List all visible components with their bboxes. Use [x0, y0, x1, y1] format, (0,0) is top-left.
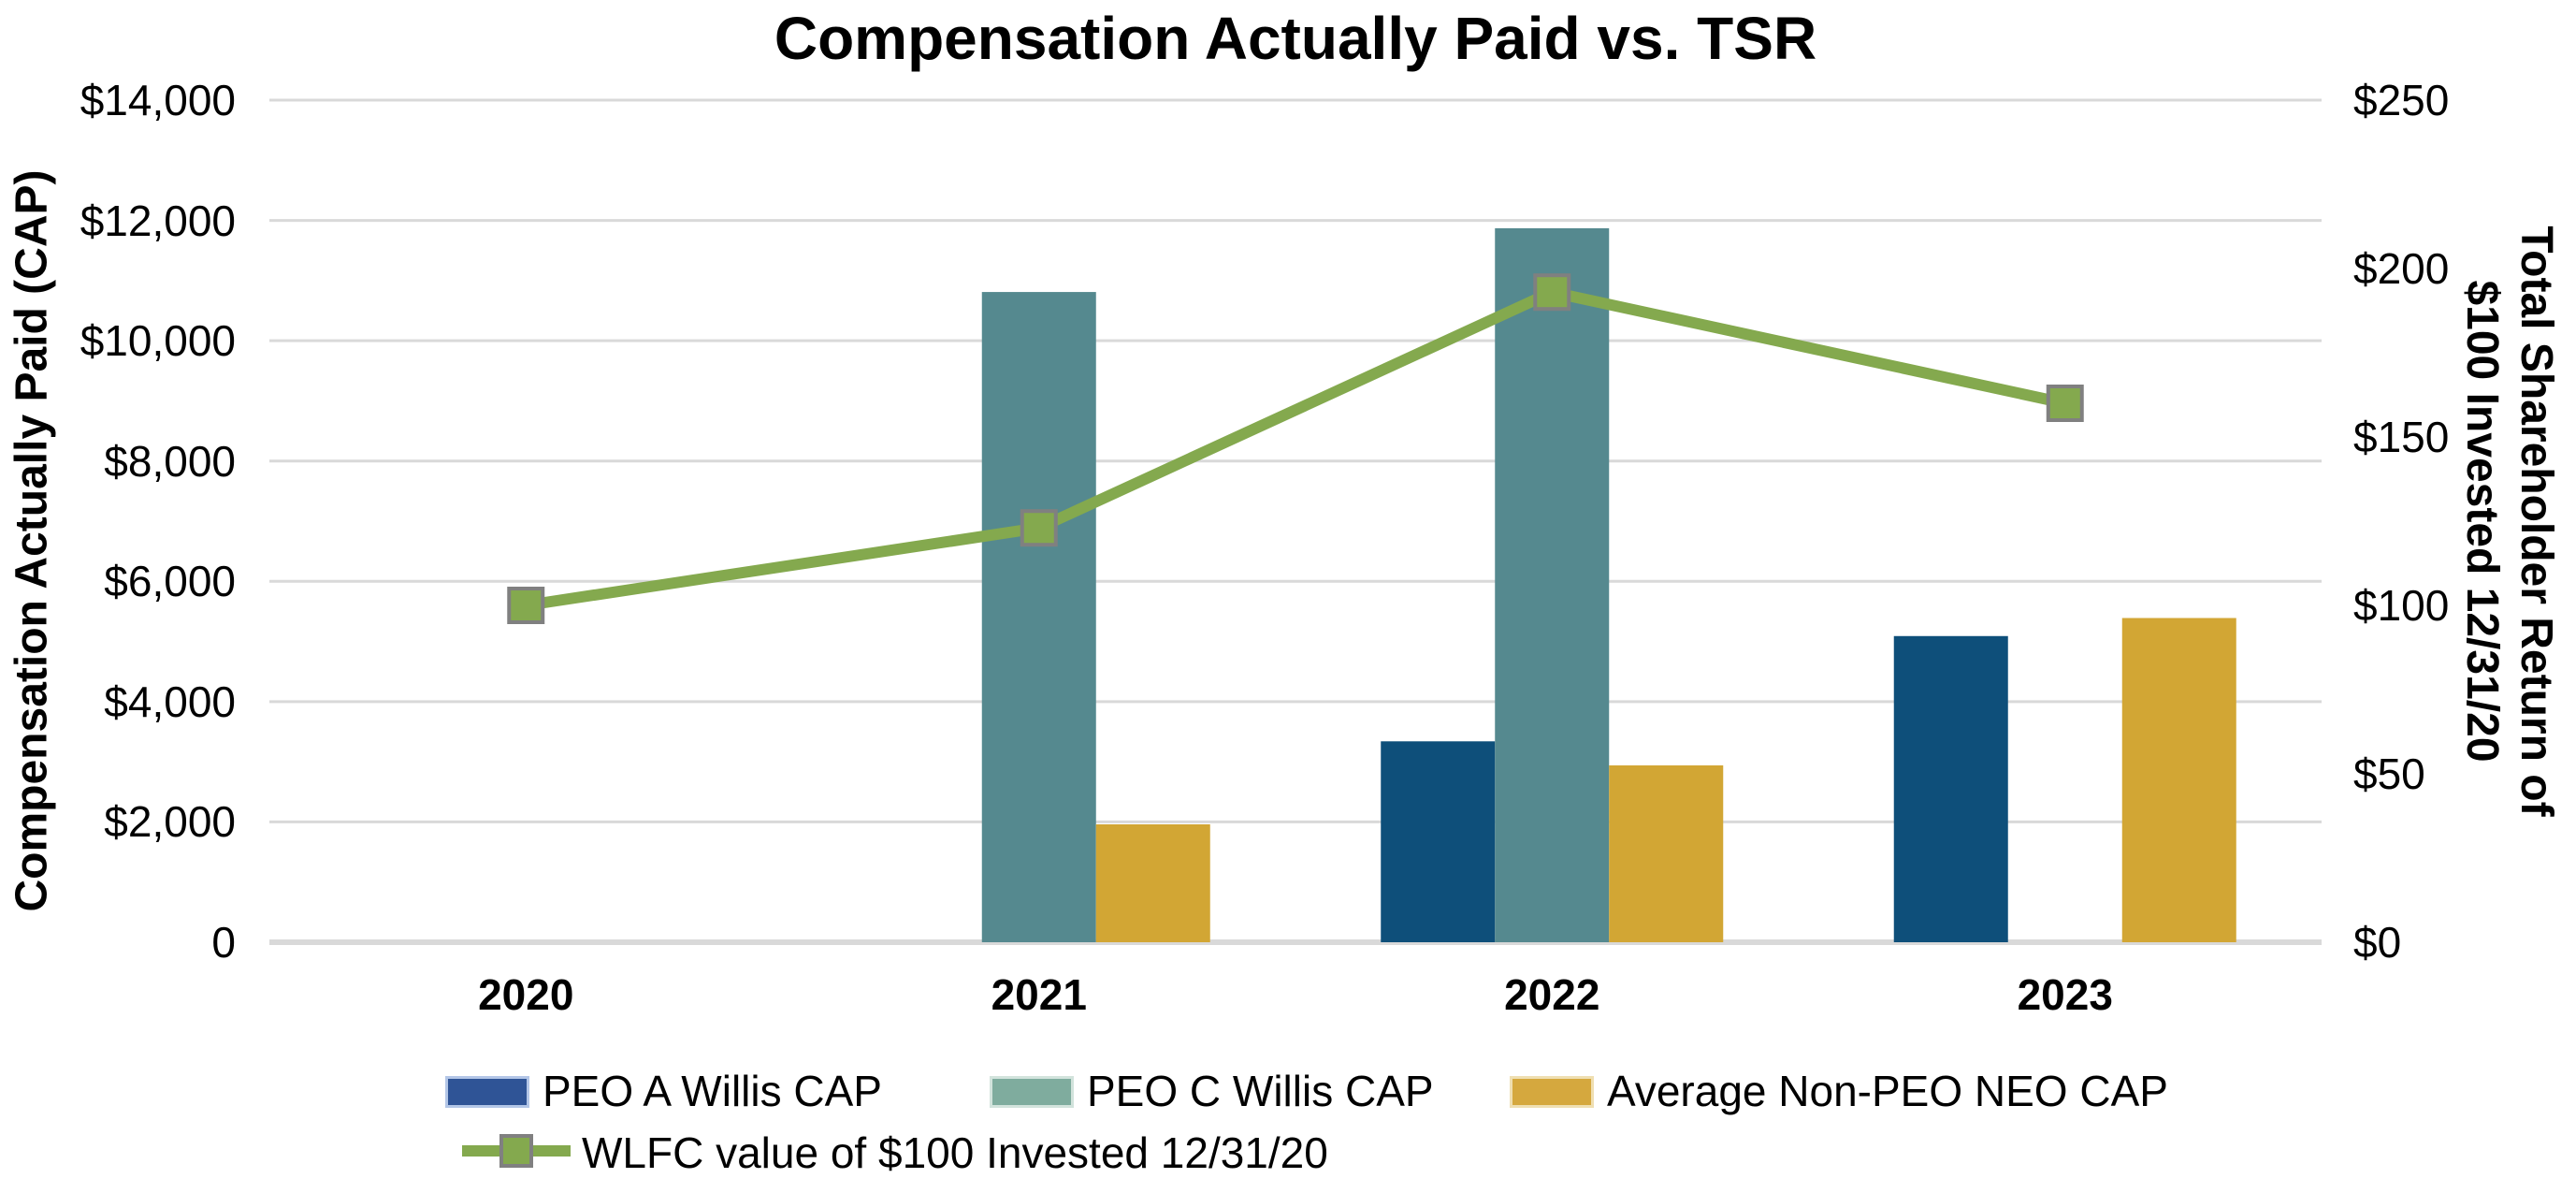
legend-swatch-2: [990, 1076, 1074, 1108]
tsr-line: [525, 285, 2067, 611]
legend-label-3: Average Non-PEO NEO CAP: [1607, 1067, 2168, 1115]
left-axis-tick: $14,000: [80, 76, 236, 124]
x-axis-label-2021: 2021: [991, 970, 1087, 1019]
bar-peo-c-willis-cap-2022: [1495, 227, 1610, 942]
legend-swatch-3: [1510, 1076, 1594, 1108]
tsr-marker-2020: [507, 587, 545, 624]
x-axis-label-2020: 2020: [478, 970, 574, 1019]
tsr-marker-2023: [2046, 385, 2084, 422]
left-axis-tick: 0: [211, 918, 236, 967]
right-axis-tick: $250: [2353, 76, 2450, 124]
x-axis-label-2022: 2022: [1504, 970, 1600, 1019]
x-axis-label-2023: 2023: [2017, 970, 2113, 1019]
bar-peo-a-willis-cap-2023: [1893, 635, 2008, 942]
left-axis-tick: $6,000: [104, 557, 236, 606]
bar-average-non-peo-neo-cap-2023: [2121, 618, 2236, 942]
right-axis-tick: $200: [2353, 244, 2450, 293]
legend-label-2: PEO C Willis CAP: [1087, 1067, 1434, 1115]
right-axis-tick: $100: [2353, 581, 2450, 630]
right-axis-tick: $50: [2353, 749, 2425, 798]
left-axis-tick: $8,000: [104, 436, 236, 486]
tsr-marker-2021: [1020, 509, 1058, 547]
right-axis-title: Total Shareholder Return of $100 Investe…: [2454, 226, 2563, 816]
legend-line-marker: [499, 1134, 533, 1168]
bar-average-non-peo-neo-cap-2022: [1609, 765, 1724, 942]
right-axis-tick: $150: [2353, 413, 2450, 461]
legend-swatch-1: [445, 1076, 529, 1108]
tsr-marker-2022: [1533, 273, 1571, 312]
chart-title: Compensation Actually Paid vs. TSR: [774, 5, 1817, 72]
left-axis-tick: $10,000: [80, 316, 236, 366]
right-axis-title-line2: $100 Invested 12/31/20: [2457, 280, 2507, 763]
left-axis-tick: $4,000: [104, 677, 236, 726]
bar-average-non-peo-neo-cap-2021: [1095, 824, 1210, 942]
right-axis-tick: $0: [2353, 918, 2402, 967]
left-axis-tick: $2,000: [104, 797, 236, 847]
left-axis-tick: $12,000: [80, 196, 236, 245]
legend-label-1: PEO A Willis CAP: [543, 1067, 882, 1115]
bar-peo-c-willis-cap-2021: [981, 292, 1096, 943]
legend-label-4: WLFC value of $100 Invested 12/31/20: [582, 1128, 1328, 1177]
right-axis-title-line1: Total Shareholder Return of: [2511, 226, 2561, 817]
bar-peo-a-willis-cap-2022: [1381, 741, 1496, 942]
